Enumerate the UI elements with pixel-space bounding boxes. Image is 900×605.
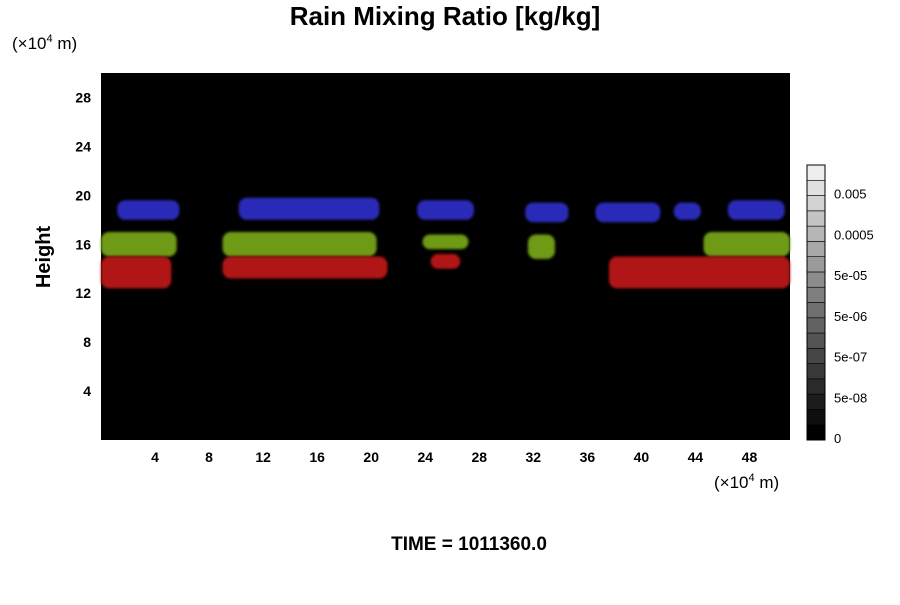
y-axis-label: Height xyxy=(33,226,55,289)
y-tick-label: 16 xyxy=(75,236,91,252)
colorbar-tick-label: 5e-07 xyxy=(834,350,867,365)
colorbar-swatch xyxy=(806,332,826,349)
rain-blob-2-1 xyxy=(222,256,388,279)
colorbar-swatch xyxy=(806,348,826,364)
colorbar-tick-label: 5e-08 xyxy=(834,390,867,405)
x-tick-label: 44 xyxy=(688,449,704,465)
colorbar-swatch xyxy=(806,195,826,212)
x-tick-label: 28 xyxy=(471,449,487,465)
rain-blob-2-2 xyxy=(430,254,461,269)
colorbar-swatch xyxy=(806,286,826,303)
colorbar-swatch xyxy=(806,271,826,288)
rain-blob-0-2 xyxy=(417,200,474,220)
y-tick-label: 8 xyxy=(83,334,91,350)
colorbar-swatch xyxy=(806,179,826,196)
colorbar-swatch xyxy=(806,256,826,273)
rain-blob-1-2 xyxy=(422,234,469,250)
x-tick-label: 4 xyxy=(151,449,159,465)
colorbar-swatch xyxy=(806,424,826,441)
rain-layer-0 xyxy=(117,197,785,223)
x-tick-label: 36 xyxy=(580,449,596,465)
y-ticks: 4 8 12 16 20 24 28 xyxy=(75,89,91,399)
time-label: TIME = 1011360.0 xyxy=(391,534,547,555)
y-unit-label: (×104 m) xyxy=(12,33,77,53)
colorbar-tick-label: 0 xyxy=(834,431,841,446)
colorbar-tick-label: 5e-05 xyxy=(834,268,867,283)
x-tick-label: 24 xyxy=(417,449,433,465)
y-tick-label: 28 xyxy=(75,89,91,105)
colorbar-swatch xyxy=(806,210,826,227)
y-tick-label: 20 xyxy=(75,187,91,203)
colorbar-swatch xyxy=(806,317,826,334)
colorbar xyxy=(806,164,826,441)
x-tick-label: 40 xyxy=(634,449,650,465)
rain-layer-1 xyxy=(101,232,790,259)
rain-blob-0-5 xyxy=(673,202,701,220)
rain-blob-0-1 xyxy=(238,197,380,220)
rain-blob-1-0 xyxy=(101,232,177,257)
colorbar-swatch xyxy=(806,409,826,426)
rain-blob-0-4 xyxy=(595,202,661,223)
colorbar-swatch xyxy=(806,393,826,410)
x-ticks: 4 8 12 16 20 24 28 32 36 40 44 48 xyxy=(151,449,757,465)
x-tick-label: 12 xyxy=(255,449,271,465)
x-tick-label: 20 xyxy=(363,449,379,465)
rain-blob-0-0 xyxy=(117,200,180,220)
rain-layer-2 xyxy=(101,254,790,289)
y-tick-label: 4 xyxy=(83,383,91,399)
rain-blob-0-6 xyxy=(727,200,785,220)
colorbar-swatch xyxy=(806,241,826,257)
rain-blob-0-3 xyxy=(525,202,569,223)
rain-blob-1-3 xyxy=(527,234,555,259)
colorbar-swatch xyxy=(806,363,826,380)
colorbar-swatch xyxy=(806,164,826,181)
colorbar-tick-label: 0.005 xyxy=(834,187,867,202)
x-tick-label: 8 xyxy=(205,449,213,465)
x-unit-label: (×104 m) xyxy=(714,472,779,492)
colorbar-swatch xyxy=(806,302,826,319)
chart-title: Rain Mixing Ratio [kg/kg] xyxy=(290,1,601,31)
colorbar-frame xyxy=(806,164,826,441)
colorbar-swatch xyxy=(806,225,826,242)
rain-blob-1-1 xyxy=(222,232,377,257)
colorbar-tick-label: 0.0005 xyxy=(834,227,874,242)
y-tick-label: 24 xyxy=(75,138,91,154)
y-tick-label: 12 xyxy=(75,285,91,301)
colorbar-swatch xyxy=(806,378,826,395)
colorbar-tick-label: 5e-06 xyxy=(834,309,867,324)
rain-layers xyxy=(101,197,790,289)
rain-blob-2-3 xyxy=(608,256,790,289)
x-tick-label: 16 xyxy=(309,449,325,465)
rain-blob-2-0 xyxy=(101,256,172,289)
x-tick-label: 48 xyxy=(742,449,758,465)
x-tick-label: 32 xyxy=(526,449,542,465)
colorbar-ticks: 0 5e-08 5e-07 5e-06 5e-05 0.0005 0.005 xyxy=(834,187,874,446)
rain-blob-1-4 xyxy=(703,232,790,257)
